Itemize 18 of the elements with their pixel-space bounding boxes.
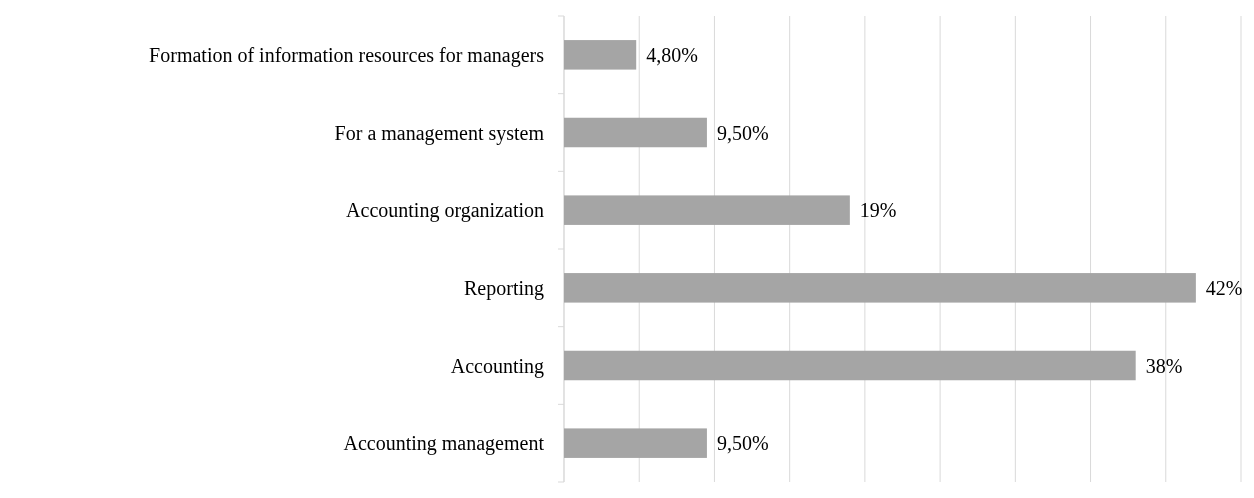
bar bbox=[564, 195, 850, 225]
data-label: 9,50% bbox=[716, 121, 769, 144]
bar bbox=[564, 428, 707, 458]
data-label: 38% bbox=[1145, 354, 1183, 377]
bar bbox=[564, 273, 1196, 303]
data-label: 42% bbox=[1205, 276, 1243, 299]
bar bbox=[564, 117, 707, 148]
y-tick-label: Accounting management bbox=[343, 432, 545, 456]
y-tick-label: Reporting bbox=[464, 276, 544, 300]
data-label: 9,50% bbox=[716, 432, 769, 455]
bar bbox=[564, 40, 637, 70]
data-label: 19% bbox=[859, 199, 897, 222]
y-tick-label: For a management system bbox=[334, 121, 545, 145]
y-tick-label: Formation of information resources for managers bbox=[149, 43, 545, 67]
y-tick-label: Accounting bbox=[450, 354, 544, 378]
bar bbox=[564, 350, 1136, 381]
y-tick-label: Accounting organization bbox=[346, 199, 544, 223]
data-label: 4,80% bbox=[646, 43, 698, 66]
